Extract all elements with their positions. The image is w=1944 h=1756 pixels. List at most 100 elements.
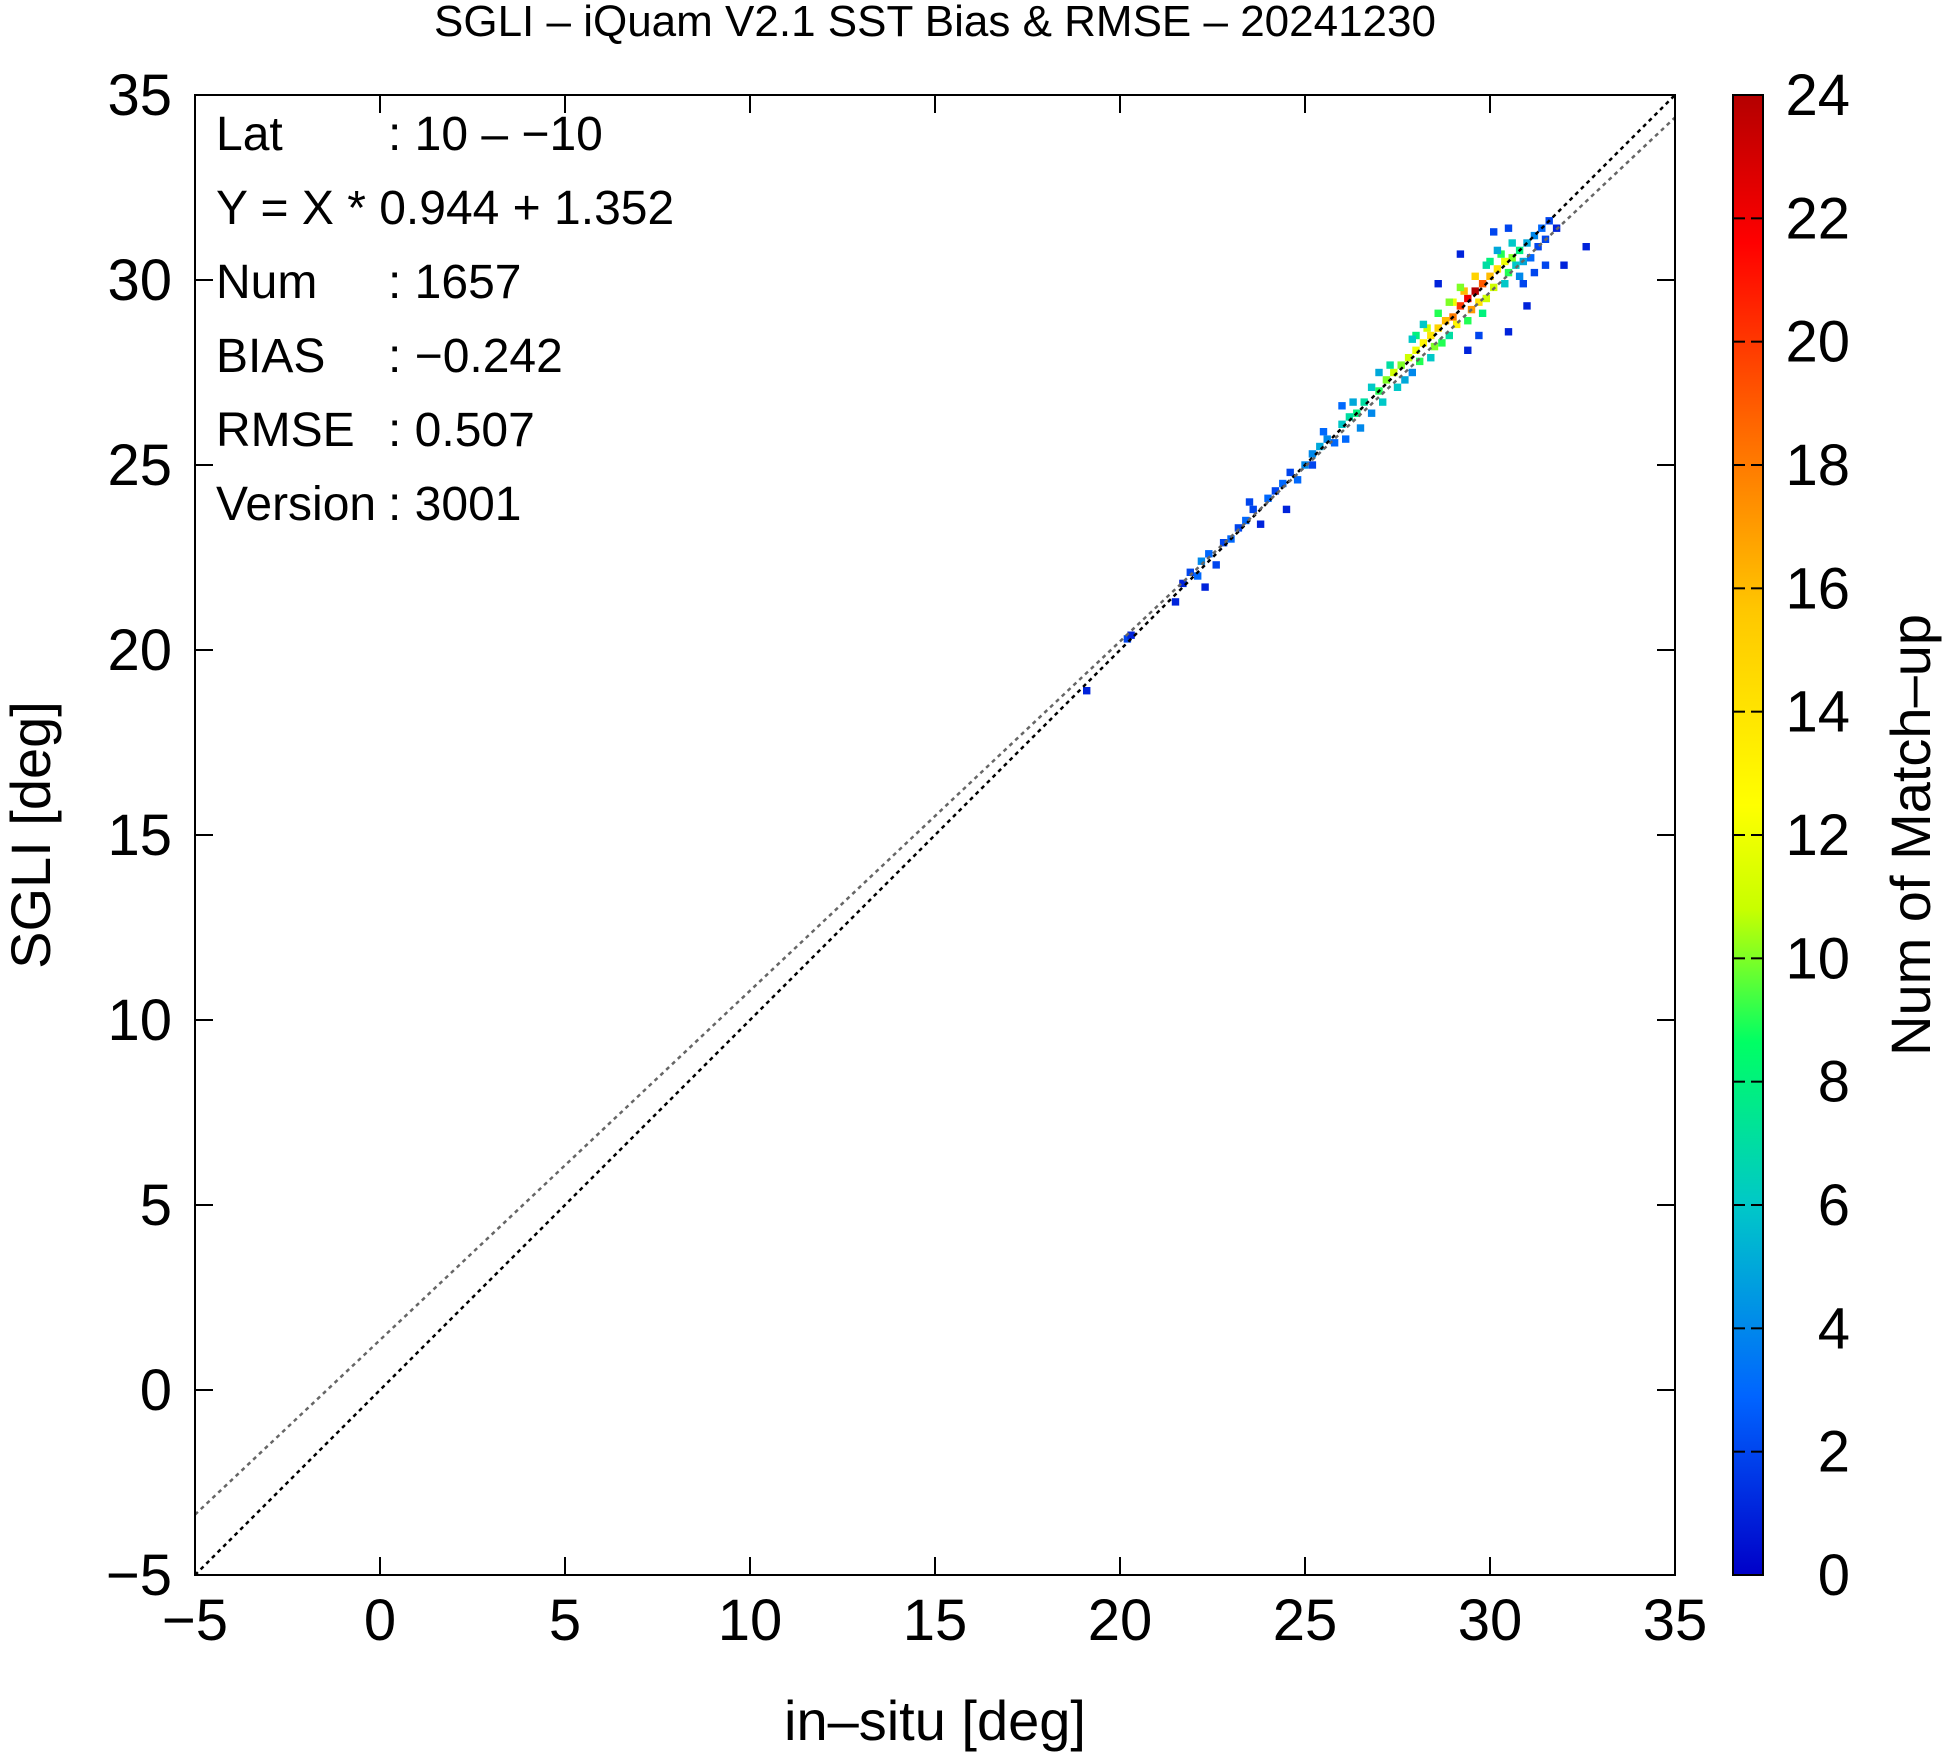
- stat-value: : 0.507: [388, 404, 535, 457]
- heatmap-cell: [1519, 280, 1527, 288]
- stat-label: Num: [216, 256, 317, 309]
- heatmap-cell: [1504, 268, 1513, 277]
- heatmap-cell: [1390, 368, 1398, 377]
- x-tick-label: 30: [1458, 1588, 1523, 1653]
- heatmap-cell: [1249, 505, 1257, 514]
- heatmap-cell: [1512, 261, 1520, 269]
- colorbar-tick-label: 16: [1785, 556, 1850, 621]
- colorbar-tick-label: 6: [1818, 1173, 1850, 1238]
- heatmap-cell: [1367, 409, 1376, 417]
- one-to-one-line: [195, 95, 1675, 1575]
- heatmap-cell: [1171, 598, 1180, 606]
- heatmap-cell: [1264, 494, 1272, 502]
- x-tick-label: 20: [1088, 1588, 1153, 1653]
- y-tick-label: 30: [107, 248, 172, 313]
- heatmap-cell: [1201, 583, 1209, 591]
- y-axis: −5 0 5 10 15 20 25 30 35: [106, 63, 1675, 1608]
- heatmap-cell: [1475, 298, 1483, 306]
- heatmap-cell: [1482, 294, 1490, 303]
- heatmap-cell: [1460, 287, 1468, 295]
- x-tick-label: 35: [1643, 1588, 1708, 1653]
- heatmap-cell: [1194, 572, 1202, 580]
- heatmap-cell: [1471, 272, 1479, 280]
- y-tick-label: 5: [140, 1173, 172, 1238]
- heatmap-cell: [1316, 442, 1324, 451]
- heatmap-cell: [1256, 520, 1265, 528]
- heatmap-cell: [1501, 280, 1509, 288]
- heatmap-cell: [1219, 539, 1228, 547]
- heatmap-cell: [1356, 424, 1365, 432]
- heatmap-cell: [1083, 687, 1091, 695]
- heatmap-cell: [1441, 317, 1450, 325]
- heatmap-cell: [1367, 383, 1376, 391]
- heatmap-cell: [1456, 283, 1465, 292]
- heatmap-cell: [1245, 498, 1254, 506]
- heatmap-cell: [1197, 557, 1206, 565]
- heatmap-cell: [1582, 243, 1590, 251]
- heatmap-cell: [1478, 309, 1487, 317]
- y-tick-label: −5: [106, 1543, 172, 1608]
- heatmap-cell: [1127, 631, 1135, 639]
- heatmap-cell: [1123, 635, 1132, 643]
- heatmap-cell: [1234, 524, 1243, 532]
- heatmap-cell: [1293, 476, 1302, 484]
- stat-label: Lat: [216, 108, 283, 161]
- y-tick-label: 10: [107, 988, 172, 1053]
- x-tick-label: 15: [903, 1588, 968, 1653]
- heatmap-cell: [1360, 398, 1368, 406]
- heatmap-cell: [1530, 268, 1539, 277]
- heatmap-cell: [1338, 420, 1346, 428]
- heatmap-cell: [1430, 342, 1439, 351]
- heatmap-cell: [1423, 324, 1431, 332]
- heatmap-cell: [1486, 272, 1494, 280]
- y-axis-label: SGLI [deg]: [0, 701, 62, 969]
- heatmap-cell: [1464, 346, 1472, 354]
- heatmap-cell: [1379, 398, 1387, 406]
- heatmap-cell: [1242, 516, 1250, 525]
- chart-title: SGLI – iQuam V2.1 SST Bias & RMSE – 2024…: [434, 0, 1436, 46]
- heatmap-cell: [1478, 280, 1487, 288]
- heatmap-cell: [1534, 243, 1542, 251]
- colorbar-tick-label: 14: [1785, 680, 1850, 745]
- heatmap-cell: [1427, 354, 1435, 362]
- heatmap-cell: [1434, 309, 1442, 317]
- stat-label: RMSE: [216, 404, 355, 457]
- heatmap-cell: [1434, 280, 1442, 288]
- heatmap-cell: [1404, 354, 1413, 362]
- heatmap-cell: [1497, 250, 1505, 258]
- heatmap-cell: [1504, 328, 1513, 336]
- heatmap-cell: [1408, 335, 1416, 343]
- heatmap-cell: [1493, 265, 1502, 273]
- heatmap-cell: [1412, 346, 1420, 354]
- heatmap-cells: [1083, 217, 1590, 695]
- heatmap-cell: [1401, 376, 1409, 384]
- y-tick-label: 35: [107, 63, 172, 128]
- heatmap-cell: [1427, 331, 1435, 340]
- y-tick-label: 0: [140, 1358, 172, 1423]
- colorbar-tick-label: 22: [1785, 186, 1850, 251]
- stat-label: Version: [216, 478, 376, 531]
- stat-value: : 10 – −10: [388, 108, 603, 161]
- stat-value: : 3001: [388, 478, 521, 531]
- stats-box: Lat: 10 – −10 Y = X * 0.944 + 1.352 Num: 1…: [216, 108, 674, 531]
- heatmap-cell: [1386, 361, 1394, 369]
- regression-line: [195, 116, 1675, 1516]
- heatmap-cell: [1397, 361, 1405, 369]
- heatmap-cell: [1493, 246, 1502, 255]
- heatmap-cell: [1508, 239, 1516, 247]
- stat-value: : −0.242: [388, 330, 563, 383]
- heatmap-cell: [1445, 298, 1453, 306]
- heatmap-cell: [1282, 505, 1291, 514]
- heatmap-cell: [1186, 568, 1194, 576]
- heatmap-cell: [1504, 224, 1513, 232]
- heatmap-cell: [1205, 550, 1213, 558]
- reference-lines: [195, 95, 1675, 1575]
- heatmap-cell: [1408, 368, 1416, 377]
- heatmap-cell: [1279, 479, 1287, 488]
- heatmap-cell: [1419, 320, 1428, 329]
- heatmap-cell: [1515, 272, 1524, 280]
- x-tick-label: −5: [162, 1588, 228, 1653]
- stat-value: : 1657: [388, 256, 521, 309]
- heatmap-cell: [1541, 261, 1550, 269]
